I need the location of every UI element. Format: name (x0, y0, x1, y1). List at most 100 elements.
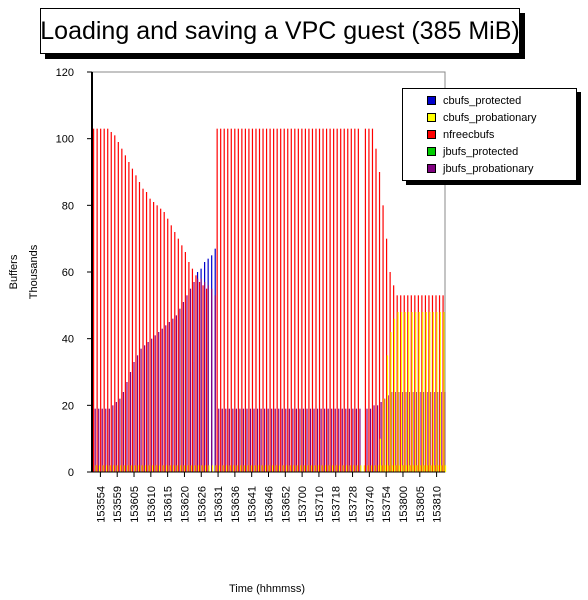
jbufs_probationary-bar (433, 392, 435, 472)
nfreecbufs-bar (438, 295, 441, 472)
jbufs_probationary-bar (306, 408, 308, 472)
cbufs_probationary-bar (127, 465, 129, 472)
jbufs_probationary-bar (444, 392, 446, 472)
jbufs_probationary-bar (422, 392, 425, 472)
nfreecbufs-bar (145, 192, 148, 472)
nfreecbufs-bar (325, 128, 328, 472)
nfreecbufs-bar (421, 295, 423, 472)
nfreecbufs-bar (294, 128, 296, 472)
nfreecbufs-bar (100, 128, 102, 472)
nfreecbufs-bar (114, 135, 116, 473)
nfreecbufs-bar (124, 155, 126, 473)
nfreecbufs-bar (435, 295, 437, 472)
cbufs_probationary-bar (434, 465, 436, 472)
nfreecbufs-bar (167, 218, 169, 472)
legend-item: jbufs_probationary (427, 160, 576, 177)
y-axis-ticks: 0 20 40 60 80 100 120 (56, 67, 92, 479)
x-tick-label: 153605 (129, 486, 141, 523)
y-tick-label: 20 (62, 400, 74, 412)
cbufs_probationary-bar (429, 312, 431, 472)
cbufs_probationary-bar (286, 465, 288, 472)
cbufs_probationary-bar (342, 465, 344, 472)
cbufs_probationary-bar (439, 312, 442, 472)
nfreecbufs-bar (223, 128, 225, 472)
nfreecbufs-bar (198, 282, 201, 472)
nfreecbufs-bar (156, 205, 158, 473)
x-tick-label: 153652 (280, 486, 292, 523)
cbufs_probationary-bar (443, 312, 445, 472)
cbufs_probationary-bar (391, 465, 394, 472)
cbufs_probationary-bar (293, 465, 295, 472)
nfreecbufs-bar (297, 128, 299, 472)
cbufs_probationary-bar (425, 312, 427, 472)
jbufs_probationary-bar (253, 408, 255, 472)
x-tick-label: 153641 (247, 486, 259, 523)
cbufs_probationary-bar (169, 465, 171, 472)
jbufs_probationary-bar (264, 408, 266, 472)
jbufs_probationary-bar (175, 315, 177, 472)
cbufs_probationary-bar (289, 465, 291, 472)
nfreecbufs-bar (135, 175, 137, 473)
cbufs_probationary-bar (335, 465, 337, 472)
cbufs_probationary-bar (197, 465, 200, 472)
nfreecbufs-bar (241, 128, 243, 472)
cbufs_probationary-bar (275, 465, 277, 472)
cbufs_probationary-bar (377, 465, 380, 472)
jbufs_probationary-bar (211, 288, 213, 472)
cbufs_probationary-bar (444, 465, 447, 472)
jbufs_probationary-bar (302, 408, 305, 472)
jbufs_probationary-bar (119, 398, 121, 472)
cbufs_probationary-bar (130, 465, 132, 472)
jbufs_probationary-bar (331, 408, 333, 472)
x-tick-label: 153615 (163, 486, 175, 523)
cbufs_probationary-bar (144, 465, 147, 472)
x-tick-label: 153800 (398, 486, 410, 523)
cbufs_probationary-bar (208, 465, 210, 472)
cbufs_probationary-bar (395, 465, 397, 472)
jbufs_probationary-bar (260, 408, 262, 472)
nfreecbufs-bar (107, 128, 109, 472)
nfreecbufs-bar (364, 128, 367, 472)
x-tick-label: 153554 (95, 486, 107, 523)
nfreecbufs-bar (251, 128, 254, 472)
cbufs_probationary-bar (437, 465, 440, 472)
nfreecbufs-bar (227, 128, 229, 472)
cbufs_probationary-bar (427, 465, 429, 472)
jbufs_probationary-bar (108, 408, 110, 472)
cbufs_probationary-bar (328, 465, 330, 472)
y-axis-label: Buffers (8, 254, 20, 289)
nfreecbufs-bar (368, 128, 370, 472)
legend-item: jbufs_protected (427, 143, 576, 160)
nfreecbufs-bar (121, 148, 123, 472)
jbufs_probationary-bar (274, 408, 276, 472)
nfreecbufs-bar (400, 295, 402, 472)
cbufs_probationary-bar (134, 465, 136, 472)
nfreecbufs-bar (117, 142, 119, 472)
cbufs_probationary-bar (109, 465, 111, 472)
nfreecbufs-bar (375, 148, 377, 472)
nfreecbufs-bar (276, 128, 278, 472)
nfreecbufs-bar (378, 172, 381, 472)
nfreecbufs-bar (273, 128, 275, 472)
cbufs_probationary-bar (331, 465, 334, 472)
jbufs_probationary-bar (412, 392, 414, 472)
nfreecbufs-bar (265, 128, 268, 472)
jbufs_probationary-bar (384, 398, 386, 472)
jbufs_probationary-bar (133, 362, 135, 472)
jbufs_probationary-bar (115, 402, 117, 472)
cbufs_probationary-bar (367, 465, 369, 472)
cbufs_probationary-bar (408, 312, 410, 472)
jbufs_probationary-bar (295, 408, 297, 472)
jbufs_probationary-bar (288, 408, 290, 472)
jbufs_probationary-bar (232, 408, 234, 472)
nfreecbufs-bar (205, 288, 208, 472)
jbufs_probationary-bar (285, 408, 287, 472)
nfreecbufs-bar (280, 128, 282, 472)
nfreecbufs-bar (174, 232, 176, 472)
nfreecbufs-bar (315, 128, 317, 472)
x-tick-label: 153810 (432, 486, 444, 523)
cbufs_probationary-bar (155, 465, 157, 472)
cbufs_probationary-bar (240, 465, 242, 472)
cbufs_probationary-bar (388, 465, 390, 472)
jbufs_probationary-bar (309, 408, 312, 472)
